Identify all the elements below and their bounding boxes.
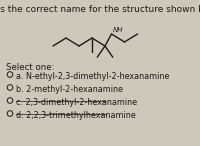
Text: d. 2,2,3-trimethylhexanamine: d. 2,2,3-trimethylhexanamine	[16, 111, 136, 120]
Text: Select one:: Select one:	[6, 63, 54, 72]
Text: NH: NH	[112, 27, 123, 33]
Text: What is the correct name for the structure shown below?: What is the correct name for the structu…	[0, 5, 200, 14]
Text: b. 2-methyl-2-hexanamine: b. 2-methyl-2-hexanamine	[16, 85, 123, 94]
Text: a. N-ethyl-2,3-dimethyl-2-hexanamine: a. N-ethyl-2,3-dimethyl-2-hexanamine	[16, 72, 169, 81]
Text: c. 2,3-dimethyl-2-hexanamine: c. 2,3-dimethyl-2-hexanamine	[16, 98, 137, 107]
